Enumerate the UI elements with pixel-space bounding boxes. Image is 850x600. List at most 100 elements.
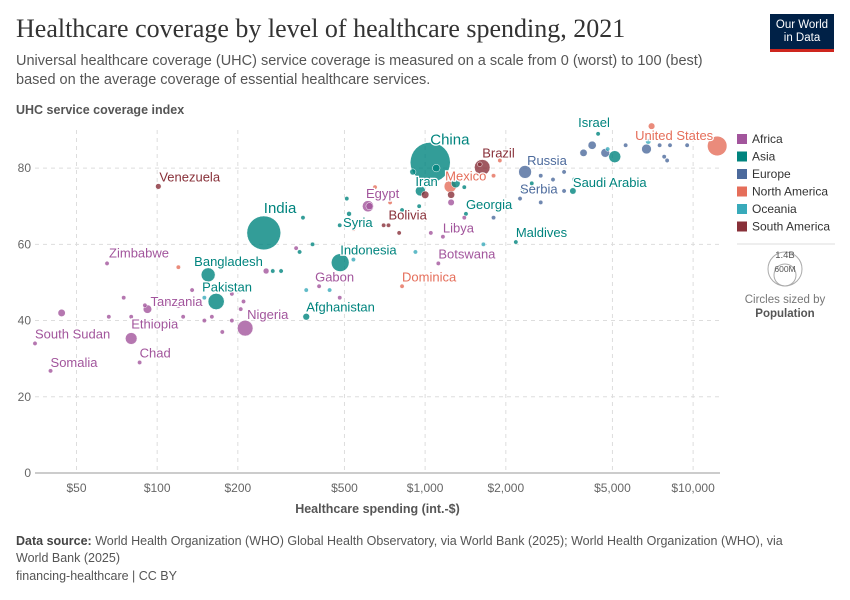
- data-point: [623, 142, 629, 148]
- point-label-bolivia: Bolivia: [389, 207, 428, 222]
- data-point-china: [410, 142, 451, 183]
- data-point: [303, 287, 309, 293]
- data-point: [503, 203, 509, 209]
- point-label-somalia: Somalia: [51, 355, 99, 370]
- data-point: [447, 190, 455, 199]
- point-label-serbia: Serbia: [520, 182, 558, 197]
- data-point: [175, 302, 182, 309]
- point-label-india: India: [264, 200, 297, 217]
- data-point: [447, 198, 455, 206]
- data-point: [396, 230, 402, 236]
- x-tick-label: $500: [331, 481, 358, 495]
- data-point: [641, 143, 652, 155]
- data-point-somalia: [48, 368, 53, 374]
- point-label-indonesia: Indonesia: [340, 243, 397, 258]
- point-label-gabon: Gabon: [315, 269, 354, 284]
- license[interactable]: financing-healthcare | CC BY: [16, 569, 177, 583]
- data-point: [189, 287, 195, 293]
- x-tick-label: $5,000: [594, 481, 631, 495]
- point-label-afghanistan: Afghanistan: [306, 300, 375, 315]
- data-point: [293, 245, 299, 251]
- owid-logo[interactable]: Our World in Data: [770, 14, 834, 52]
- data-point: [480, 241, 486, 247]
- legend-swatch-oceania: [737, 204, 747, 214]
- y-tick-label: 60: [18, 237, 32, 251]
- data-point: [409, 168, 417, 176]
- point-label-russia: Russia: [527, 153, 568, 168]
- legend-swatch-north-america: [737, 186, 747, 197]
- logo-line-1: Our World: [775, 19, 829, 31]
- data-point-dominica: [399, 283, 405, 289]
- data-point-syria: [346, 211, 352, 217]
- data-source: Data source: World Health Organization (…: [16, 533, 816, 567]
- size-legend-circle-small: [773, 263, 797, 287]
- data-point: [365, 202, 374, 211]
- point-label-nigeria: Nigeria: [247, 307, 289, 322]
- size-legend-title: Circles sized by: [745, 294, 826, 306]
- point-label-dominica: Dominica: [402, 269, 457, 284]
- data-point: [209, 314, 215, 320]
- data-point-maldives: [513, 239, 519, 245]
- data-point-botswana: [435, 260, 441, 266]
- data-point: [645, 138, 652, 145]
- data-point: [337, 222, 343, 228]
- x-tick-label: $1,000: [407, 481, 444, 495]
- data-point: [412, 249, 418, 255]
- point-label-ethiopia: Ethiopia: [131, 316, 179, 331]
- data-point: [160, 302, 166, 308]
- legend-label-south-america: South America: [752, 220, 830, 234]
- data-point: [529, 180, 535, 186]
- legend-swatch-asia: [737, 151, 747, 162]
- chart-subtitle: Universal healthcare coverage (UHC) serv…: [16, 53, 703, 88]
- data-point: [300, 215, 306, 221]
- x-tick-label: $2,000: [487, 481, 524, 495]
- point-label-zimbabwe: Zimbabwe: [109, 245, 169, 260]
- legend-swatch-africa: [737, 134, 747, 144]
- data-point: [561, 169, 567, 175]
- point-label-venezuela: Venezuela: [159, 169, 220, 184]
- point-label-botswana: Botswana: [438, 246, 496, 261]
- data-point-nigeria: [237, 320, 254, 337]
- legend-label-north-america: North America: [752, 185, 828, 199]
- data-point: [657, 142, 663, 148]
- data-point: [648, 122, 656, 130]
- data-point: [180, 314, 186, 320]
- data-point: [587, 140, 597, 150]
- data-point: [142, 302, 148, 308]
- data-point: [461, 215, 467, 221]
- point-label-south-sudan: South Sudan: [35, 326, 110, 341]
- data-point: [270, 268, 276, 274]
- data-point: [519, 188, 525, 194]
- chart-title: Healthcare coverage by level of healthca…: [16, 14, 626, 43]
- point-label-syria: Syria: [343, 215, 373, 230]
- legend-label-europe: Europe: [752, 167, 791, 181]
- x-axis-label: Healthcare spending (int.-$): [295, 502, 460, 516]
- data-point: [372, 184, 378, 190]
- data-point: [201, 295, 207, 301]
- point-label-united-states: United States: [635, 128, 714, 143]
- data-point: [229, 291, 235, 297]
- data-point-bangladesh: [200, 267, 216, 283]
- data-point-bolivia: [386, 222, 391, 228]
- data-point: [497, 158, 503, 163]
- legend-swatch-europe: [737, 169, 747, 179]
- data-point-libya: [440, 234, 446, 240]
- data-point: [350, 226, 356, 232]
- data-point-pakistan: [207, 293, 225, 310]
- point-label-israel: Israel: [578, 115, 610, 130]
- point-label-tanzania: Tanzania: [150, 294, 203, 309]
- data-point-united-states: [707, 135, 728, 157]
- point-label-saudi-arabia: Saudi Arabia: [573, 175, 647, 190]
- data-point: [327, 287, 333, 293]
- data-point: [605, 146, 611, 152]
- data-point: [344, 196, 350, 202]
- data-point-russia: [518, 165, 532, 179]
- size-legend-label: 600M: [774, 264, 795, 274]
- data-point-venezuela: [155, 183, 162, 190]
- data-point: [350, 257, 356, 263]
- point-label-egypt: Egypt: [366, 186, 400, 201]
- point-label-georgia: Georgia: [466, 197, 513, 212]
- data-point: [219, 329, 225, 335]
